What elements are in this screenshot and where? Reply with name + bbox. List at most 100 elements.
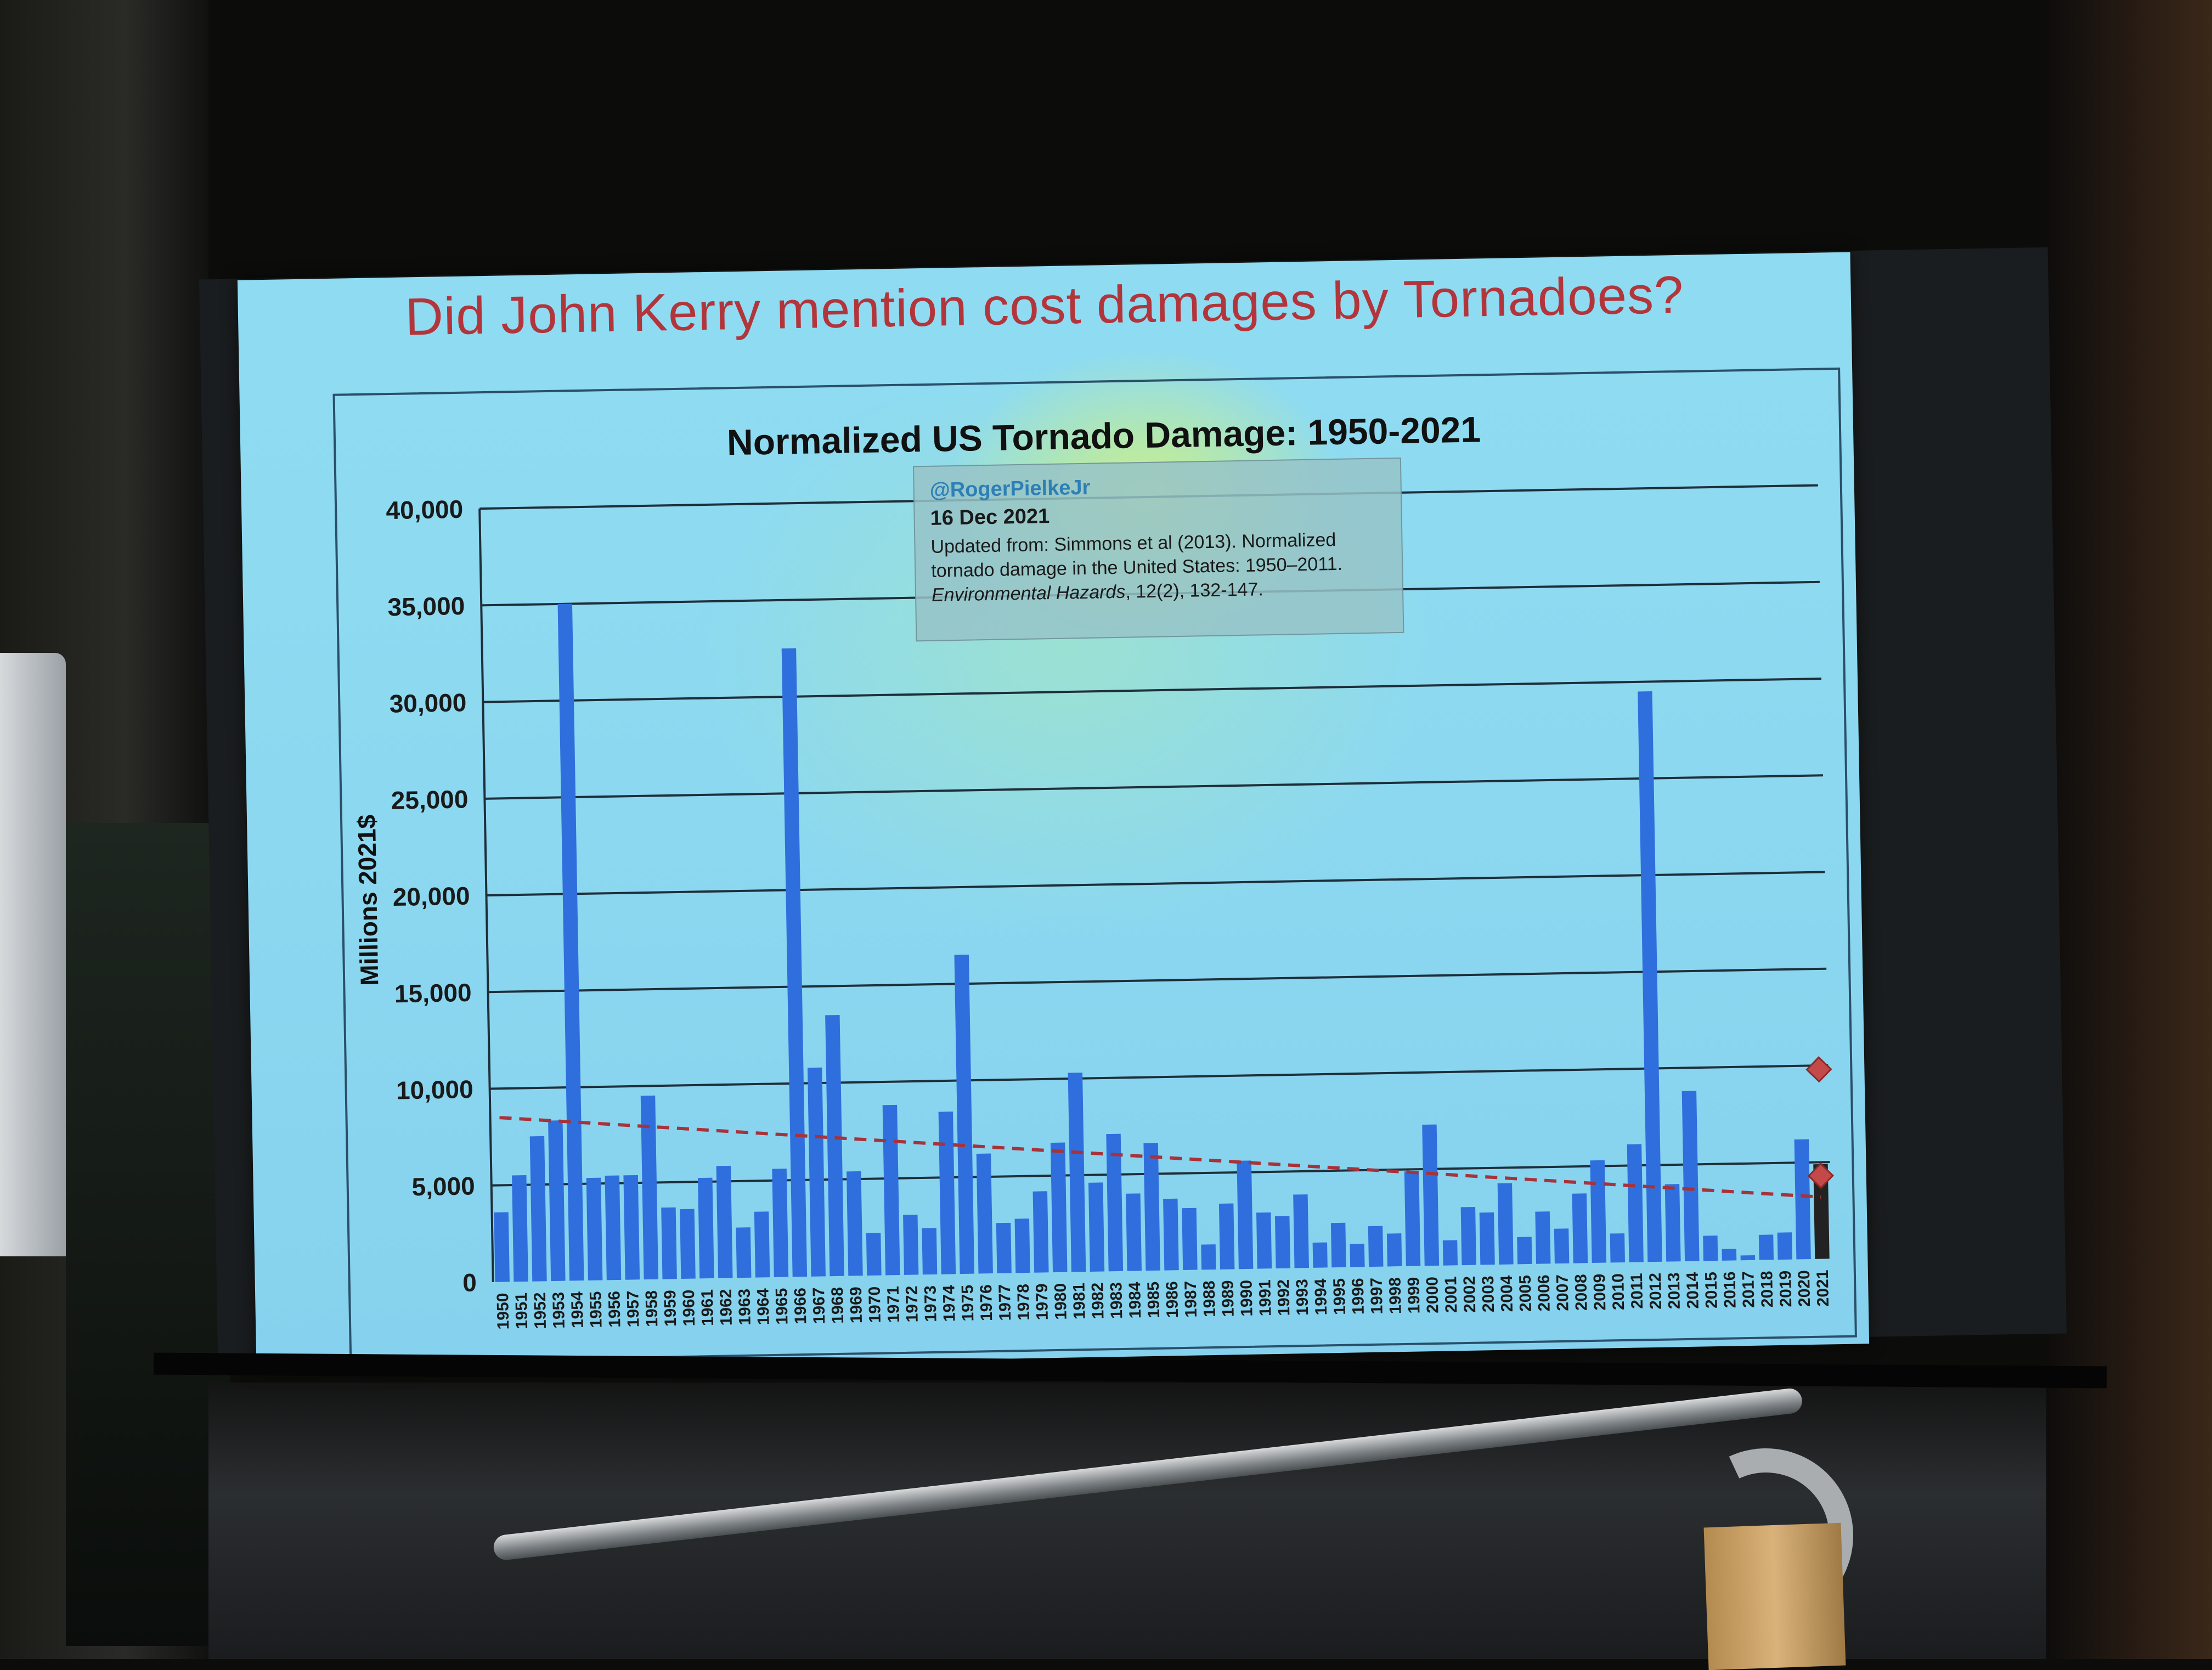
bar-2011: [1627, 1144, 1644, 1262]
bar-1964: [754, 1211, 770, 1278]
x-tick-label: 2008: [1572, 1274, 1590, 1311]
bar-1952: [529, 1136, 547, 1282]
bar-2014: [1681, 1091, 1700, 1262]
y-axis-label: Millions 2021$: [352, 814, 383, 986]
x-tick-label: 1996: [1349, 1278, 1368, 1314]
x-tick-label: 2019: [1776, 1271, 1795, 1307]
x-tick-label: 2005: [1516, 1275, 1535, 1312]
x-tick-label: 1953: [550, 1292, 568, 1329]
x-tick-label: 1982: [1088, 1282, 1107, 1319]
bar-1982: [1088, 1182, 1105, 1272]
x-tick-label: 1988: [1200, 1280, 1219, 1317]
x-tick-label: 1975: [958, 1285, 977, 1322]
x-tick-label: 1955: [587, 1291, 606, 1328]
x-tick-label: 2010: [1609, 1273, 1628, 1310]
bar-1996: [1350, 1243, 1365, 1267]
y-tick-label: 25,000: [391, 785, 469, 814]
bar-2001: [1442, 1240, 1458, 1266]
x-tick-label: 2002: [1460, 1276, 1479, 1313]
y-tick-label: 0: [462, 1268, 477, 1296]
x-tick-label: 1967: [810, 1287, 828, 1324]
x-tick-label: 2004: [1498, 1275, 1516, 1312]
bar-2003: [1479, 1212, 1495, 1265]
bars: [494, 603, 1830, 1282]
x-tick-label: 1974: [940, 1285, 958, 1322]
x-tick-label: 2018: [1758, 1271, 1776, 1307]
bar-1963: [736, 1227, 752, 1278]
bar-1981: [1068, 1073, 1086, 1272]
gridline: [483, 678, 1822, 703]
gridlines: [478, 484, 1830, 1282]
x-tick-label: 2011: [1628, 1273, 1646, 1309]
x-tick-label: 1966: [791, 1288, 810, 1324]
bar-1961: [698, 1177, 714, 1279]
x-tick-label: 1992: [1274, 1279, 1293, 1316]
bar-2016: [1722, 1249, 1737, 1261]
bar-1950: [494, 1212, 510, 1282]
y-tick-label: 30,000: [389, 688, 467, 718]
bar-1988: [1201, 1244, 1216, 1270]
room-wall-right: [2047, 0, 2212, 1659]
x-tick-label: 1971: [884, 1286, 903, 1323]
note-date: 16 Dec 2021: [930, 505, 1050, 530]
gridline: [488, 967, 1827, 994]
bar-2020: [1794, 1139, 1811, 1260]
x-tick-label: 2000: [1423, 1277, 1442, 1313]
x-tick-label: 1997: [1368, 1278, 1386, 1314]
x-tick-label: 1983: [1107, 1282, 1126, 1319]
x-tick-label: 1951: [512, 1293, 531, 1329]
bar-1954: [557, 603, 584, 1281]
bar-2002: [1460, 1206, 1476, 1266]
x-tick-label: 1958: [642, 1290, 661, 1327]
bar-1953: [548, 1120, 566, 1282]
note-citation: Updated from: Simmons et al (2013). Norm…: [930, 527, 1387, 607]
bar-1965: [772, 1169, 789, 1278]
bar-1958: [640, 1095, 659, 1280]
bar-1970: [866, 1233, 882, 1276]
note-journal: Environmental Hazards: [931, 582, 1126, 606]
bar-1978: [1014, 1218, 1030, 1273]
bar-1959: [661, 1207, 677, 1279]
bar-2005: [1517, 1237, 1532, 1265]
note-text-1: Updated from: Simmons et al (2013). Norm…: [930, 529, 1343, 582]
bar-1971: [882, 1104, 900, 1276]
x-tick-label: 1991: [1256, 1279, 1274, 1316]
x-tick-label: 1986: [1163, 1281, 1182, 1318]
bar-2008: [1572, 1193, 1588, 1263]
bar-1990: [1237, 1160, 1254, 1270]
x-tick-label: 1965: [772, 1288, 791, 1324]
bar-1977: [996, 1222, 1012, 1273]
bar-1974: [938, 1112, 956, 1274]
bar-1962: [716, 1165, 733, 1278]
bar-1997: [1368, 1226, 1384, 1267]
x-tick-label: 1981: [1070, 1283, 1088, 1319]
bar-1973: [922, 1228, 938, 1275]
trend-line: [499, 1116, 1821, 1199]
bar-1967: [807, 1067, 826, 1277]
bar-1979: [1032, 1191, 1049, 1273]
x-tick-label: 1961: [698, 1289, 717, 1326]
bar-1992: [1274, 1216, 1291, 1269]
bar-1969: [846, 1171, 863, 1276]
gridline: [491, 1161, 1830, 1187]
x-tick-label: 1954: [568, 1291, 587, 1329]
bar-1951: [512, 1175, 528, 1282]
x-tick-label: 1959: [661, 1290, 680, 1327]
x-tick-label: 2009: [1590, 1273, 1609, 1310]
bar-1983: [1106, 1133, 1124, 1272]
gridline: [489, 1064, 1829, 1090]
x-tick-label: 1987: [1182, 1280, 1200, 1317]
x-tick-label: 1984: [1126, 1282, 1144, 1319]
bar-1980: [1050, 1142, 1068, 1273]
x-tick-label: 1968: [828, 1287, 847, 1324]
bar-1987: [1182, 1208, 1198, 1271]
bar-1993: [1293, 1194, 1309, 1268]
x-tick-label: 1952: [531, 1292, 550, 1329]
bar-1999: [1404, 1171, 1421, 1266]
bar-1998: [1386, 1233, 1402, 1267]
x-tick-label: 2016: [1720, 1271, 1739, 1308]
bar-2012: [1638, 691, 1662, 1262]
bar-1989: [1218, 1203, 1235, 1270]
y-tick-label: 5,000: [411, 1171, 475, 1201]
x-tick-label: 2012: [1646, 1273, 1665, 1310]
